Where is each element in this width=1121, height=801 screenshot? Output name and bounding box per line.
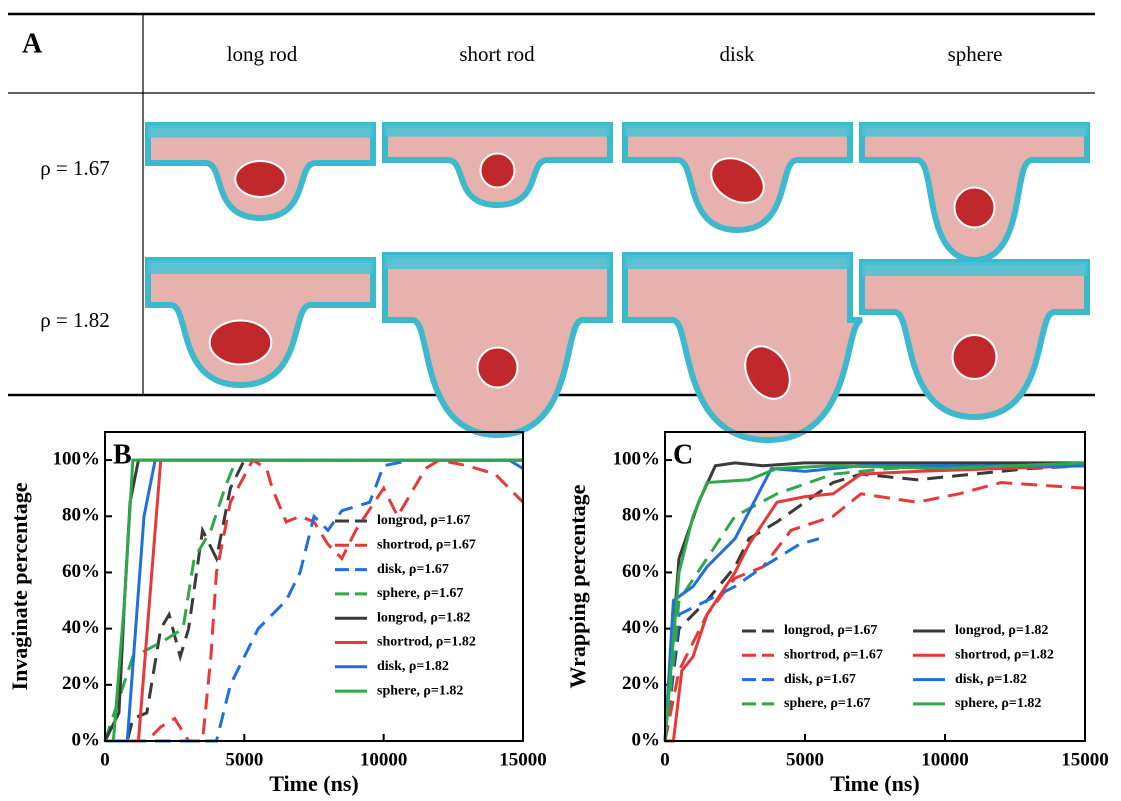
particle (476, 346, 519, 389)
row-label: ρ = 1.67 (40, 156, 110, 180)
x-tick-label: 5000 (225, 749, 263, 770)
legend-label: shortrod, ρ=1.67 (784, 648, 883, 663)
x-tick-label: 10000 (360, 749, 408, 770)
simulation-images (145, 122, 1090, 444)
particle (208, 319, 273, 366)
x-axis-label: Time (ns) (830, 771, 919, 796)
membrane-surface (148, 125, 373, 138)
particle (744, 345, 791, 400)
series-line (105, 458, 524, 743)
panel-label: C (673, 439, 693, 470)
legend-label: sphere, ρ=1.82 (377, 683, 463, 698)
series-line (103, 458, 523, 742)
plot-frame (664, 431, 1086, 742)
legend-label: shortrod, ρ=1.82 (377, 635, 476, 650)
legend-label: shortrod, ρ=1.67 (377, 538, 476, 553)
y-tick-label: 40% (62, 617, 100, 638)
y-tick-label: 80% (622, 505, 660, 526)
y-axis-label: Invaginate percentage (7, 482, 32, 690)
column-header: long rod (227, 42, 298, 66)
x-tick-label: 0 (100, 749, 110, 770)
panel-label: A (22, 28, 43, 59)
membrane-surface (862, 262, 1087, 276)
series-line (665, 464, 1086, 743)
legend-label: disk, ρ=1.67 (784, 672, 856, 687)
plot-frame (104, 431, 524, 742)
x-axis-label: Time (ns) (269, 771, 358, 796)
y-tick-label: 20% (622, 673, 660, 694)
x-tick-label: 10000 (921, 749, 969, 770)
y-tick-label: 100% (613, 448, 661, 469)
series-line (663, 464, 1085, 742)
column-header: sphere (948, 42, 1003, 66)
row-label: ρ = 1.82 (40, 308, 110, 332)
series-line (663, 481, 1086, 742)
legend-label: sphere, ρ=1.82 (955, 696, 1041, 711)
y-tick-label: 60% (62, 561, 100, 582)
y-tick-label: 40% (622, 617, 660, 638)
y-tick-label: 0% (72, 729, 101, 750)
particle (710, 157, 765, 204)
particle (953, 186, 996, 229)
legend-label: disk, ρ=1.82 (955, 672, 1027, 687)
y-tick-label: 100% (53, 448, 101, 469)
legend-label: longrod, ρ=1.82 (377, 610, 470, 625)
column-header: disk (719, 42, 755, 66)
series-line (663, 461, 1085, 742)
y-tick-label: 20% (62, 673, 100, 694)
membrane-surface (625, 125, 850, 137)
membrane-surface (625, 255, 850, 269)
membrane-surface (385, 125, 610, 137)
membrane (622, 252, 864, 444)
membrane (382, 252, 613, 439)
column-header: short rod (459, 42, 535, 66)
x-tick-label: 0 (660, 749, 670, 770)
x-tick-label: 5000 (786, 749, 824, 770)
legend-label: shortrod, ρ=1.82 (955, 648, 1054, 663)
legend-label: disk, ρ=1.67 (377, 562, 449, 577)
legend-label: longrod, ρ=1.67 (784, 623, 877, 638)
series-line (105, 458, 523, 743)
particle (951, 334, 998, 380)
membrane-surface (385, 255, 610, 269)
membrane (145, 257, 376, 389)
y-tick-label: 0% (632, 729, 661, 750)
membrane-surface (862, 125, 1087, 137)
series-line (663, 461, 1086, 742)
membrane-surface (148, 260, 373, 274)
panel-label: B (113, 439, 132, 470)
legend-label: disk, ρ=1.82 (377, 659, 449, 674)
y-tick-label: 80% (62, 505, 100, 526)
legend-label: sphere, ρ=1.67 (784, 696, 870, 711)
y-tick-label: 60% (622, 561, 660, 582)
legend-label: longrod, ρ=1.82 (955, 623, 1048, 638)
legend-label: longrod, ρ=1.67 (377, 513, 470, 528)
particle (479, 152, 516, 189)
x-tick-label: 15000 (499, 749, 547, 770)
series-line (663, 461, 1086, 742)
particle (234, 160, 287, 198)
legend-label: sphere, ρ=1.67 (377, 586, 463, 601)
x-tick-label: 15000 (1061, 749, 1109, 770)
y-axis-label: Wrapping percentage (565, 484, 590, 688)
